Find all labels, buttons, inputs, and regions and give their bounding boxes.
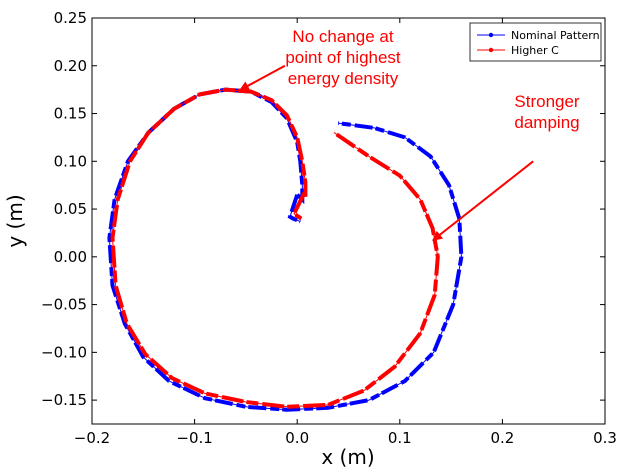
- x-tick-label: 0.3: [593, 429, 617, 447]
- x-tick-label: 0.1: [388, 429, 412, 447]
- y-tick-label: 0.15: [54, 105, 87, 123]
- y-tick-label: 0.10: [54, 152, 87, 170]
- x-axis-label: x (m): [321, 445, 374, 467]
- series-layer: [107, 87, 464, 412]
- annotation: No change at point of highest energy densi…: [239, 27, 401, 91]
- annotation: Stronger damping: [432, 92, 580, 241]
- series-markers: [107, 87, 464, 412]
- annotations: No change at point of highest energy densi…: [239, 27, 580, 241]
- y-tick-label: 0.20: [54, 57, 87, 75]
- annotation-text: No change at: [292, 27, 393, 46]
- legend-label: Higher C: [511, 44, 559, 57]
- series-markers: [291, 191, 307, 221]
- y-axis-label: y (m): [3, 194, 27, 247]
- y-tick-label: 0.00: [54, 248, 87, 266]
- annotation-text: damping: [514, 113, 579, 132]
- annotation-arrow: [432, 160, 534, 241]
- y-tick-label: −0.05: [41, 296, 87, 314]
- annotation-text: energy density: [288, 69, 399, 88]
- x-tick-label: −0.2: [74, 429, 110, 447]
- series-markers: [110, 87, 440, 409]
- plot-frame: [91, 17, 606, 425]
- legend-marker: [488, 32, 494, 38]
- y-tick-label: −0.10: [41, 343, 87, 361]
- y-tick-label: 0.05: [54, 200, 87, 218]
- series-line: [111, 89, 439, 408]
- legend-box: [469, 22, 602, 62]
- y-tick-label: −0.15: [41, 391, 87, 409]
- series-markers: [287, 194, 302, 224]
- legend: Nominal Pattern Higher C: [469, 22, 602, 62]
- annotation-arrow: [239, 64, 286, 91]
- ticks-layer: −0.2 −0.1 0.0 0.1 0.2 0.3 −0.15 −0.10 −0.05 0.00 0…: [41, 9, 617, 447]
- x-tick-label: 0.2: [490, 429, 514, 447]
- x-tick-label: 0.0: [285, 429, 309, 447]
- x-tick-label: −0.1: [176, 429, 212, 447]
- legend-marker: [488, 47, 494, 53]
- series-line: [108, 89, 462, 411]
- y-tick-label: 0.25: [54, 9, 87, 27]
- annotation-text: Stronger: [514, 92, 580, 111]
- legend-label: Nominal Pattern: [511, 29, 600, 42]
- annotation-text: point of highest: [285, 48, 401, 67]
